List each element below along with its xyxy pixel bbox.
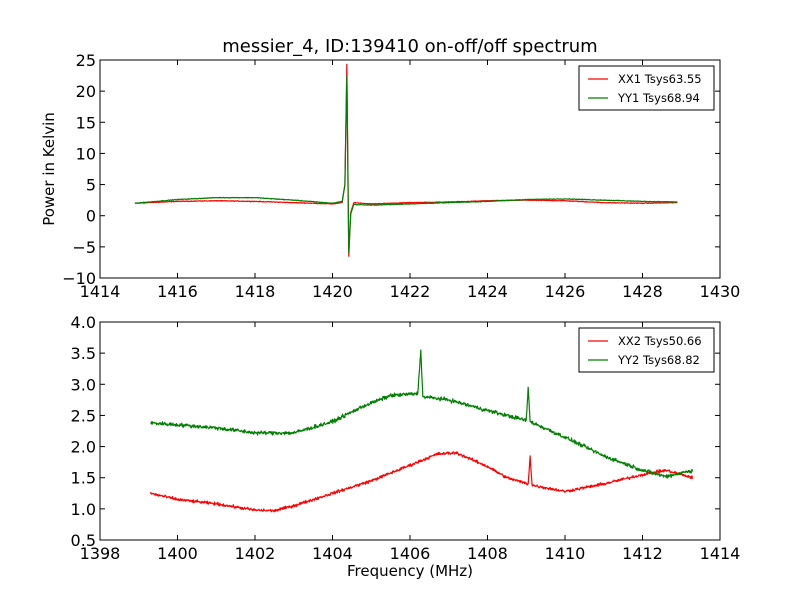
x-tick-label: 1424	[467, 282, 508, 301]
x-tick-label: 1398	[80, 544, 121, 563]
top-plot: 1414 1416 1418 1420 1422 1424 1426 1428 1430 −10…	[40, 51, 740, 301]
top-legend: XX1 Tsys63.55 YY1 Tsys68.94	[578, 65, 715, 111]
y-tick-label: 4.0	[71, 313, 96, 332]
y-tick-label: 5	[86, 176, 96, 195]
x-tick-label: 1414	[700, 544, 741, 563]
y-tick-label: −10	[62, 269, 96, 288]
bottom-plot: 1398 1400 1402 1404 1406 1408 1410 1412 1414 0.5…	[71, 313, 741, 580]
x-tick-label: 1414	[80, 282, 121, 301]
legend-label: YY2 Tsys68.82	[617, 353, 700, 367]
top-y-ticks: −10 −5 0 5 10 15 20 25	[62, 51, 720, 288]
chart-title: messier_4, ID:139410 on-off/off spectrum	[222, 36, 597, 57]
series-line-xx2	[149, 451, 694, 513]
top-x-ticks: 1414 1416 1418 1420 1422 1424 1426 1428 1430	[80, 60, 741, 301]
y-tick-label: −5	[72, 238, 96, 257]
x-tick-label: 1416	[157, 282, 198, 301]
legend-label: YY1 Tsys68.94	[617, 91, 700, 105]
y-tick-label: 1.5	[71, 469, 96, 488]
x-tick-label: 1422	[390, 282, 431, 301]
legend-label: XX1 Tsys63.55	[618, 72, 702, 86]
x-tick-label: 1426	[545, 282, 586, 301]
top-y-axis-label: Power in Kelvin	[40, 112, 58, 226]
y-tick-label: 1.0	[71, 500, 96, 519]
y-tick-label: 15	[76, 113, 96, 132]
y-tick-label: 25	[76, 51, 96, 70]
x-tick-label: 1400	[157, 544, 198, 563]
series-line-yy2	[150, 349, 694, 479]
y-tick-label: 20	[76, 82, 96, 101]
x-tick-label: 1406	[390, 544, 431, 563]
bottom-x-ticks: 1398 1400 1402 1404 1406 1408 1410 1412 1414	[80, 322, 741, 563]
x-tick-label: 1408	[467, 544, 508, 563]
top-series-layer	[134, 63, 678, 257]
y-tick-label: 10	[76, 144, 96, 163]
y-tick-label: 2.5	[71, 406, 96, 425]
legend-box	[578, 65, 715, 111]
x-tick-label: 1402	[235, 544, 276, 563]
x-tick-label: 1404	[312, 544, 353, 563]
bottom-series-layer	[149, 349, 694, 513]
y-tick-label: 0.5	[71, 531, 96, 550]
bottom-x-axis-label: Frequency (MHz)	[347, 562, 473, 580]
legend-box	[578, 327, 715, 373]
x-tick-label: 1418	[235, 282, 276, 301]
y-tick-label: 3.5	[71, 344, 96, 363]
legend-label: XX2 Tsys50.66	[618, 334, 702, 348]
bottom-legend: XX2 Tsys50.66 YY2 Tsys68.82	[578, 327, 715, 373]
series-line-xx1	[134, 63, 678, 257]
x-tick-label: 1428	[622, 282, 663, 301]
series-line-yy1	[134, 74, 678, 254]
x-tick-label: 1410	[545, 544, 586, 563]
x-tick-label: 1412	[622, 544, 663, 563]
x-tick-label: 1430	[700, 282, 741, 301]
y-tick-label: 3.0	[71, 375, 96, 394]
y-tick-label: 0	[86, 207, 96, 226]
bottom-y-ticks: 0.5 1.0 1.5 2.0 2.5 3.0 3.5 4.0	[71, 313, 720, 550]
y-tick-label: 2.0	[71, 438, 96, 457]
x-tick-label: 1420	[312, 282, 353, 301]
